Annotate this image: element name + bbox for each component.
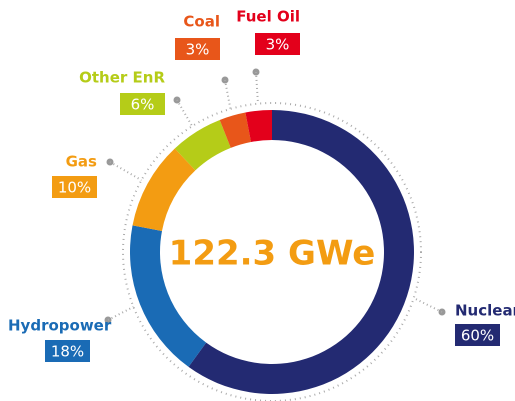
value-label: 60% (461, 327, 494, 345)
value-label: 3% (186, 41, 210, 59)
value-label: 10% (58, 179, 91, 197)
leader-line (107, 305, 134, 321)
value-label: 18% (51, 343, 84, 361)
donut-segment (188, 110, 415, 394)
donut-segment (245, 110, 272, 142)
category-label: Nuclear (455, 302, 515, 320)
leader-line (176, 99, 194, 127)
value-box (52, 176, 97, 198)
category-label: Hydropower (8, 317, 112, 335)
category-label: Fuel Oil (236, 8, 300, 26)
value-box (175, 38, 220, 60)
donut-segment (132, 148, 196, 232)
category-label: Gas (66, 153, 97, 171)
leader-line (224, 79, 232, 110)
value-box (45, 340, 90, 362)
value-box (255, 33, 300, 55)
leader-line (255, 71, 259, 104)
dotted-ring (122, 102, 422, 401)
value-label: 6% (131, 96, 155, 114)
value-label: 3% (266, 36, 290, 54)
leader-line (413, 297, 443, 313)
donut-segment (130, 225, 207, 367)
center-total: 122.3 GWe (169, 234, 376, 274)
leader-line (109, 161, 142, 182)
donut-segment (174, 119, 231, 171)
category-label: Other EnR (79, 69, 165, 87)
value-box (455, 324, 500, 346)
value-box (120, 93, 165, 115)
category-label: Coal (183, 13, 220, 31)
donut-segment (219, 112, 252, 148)
